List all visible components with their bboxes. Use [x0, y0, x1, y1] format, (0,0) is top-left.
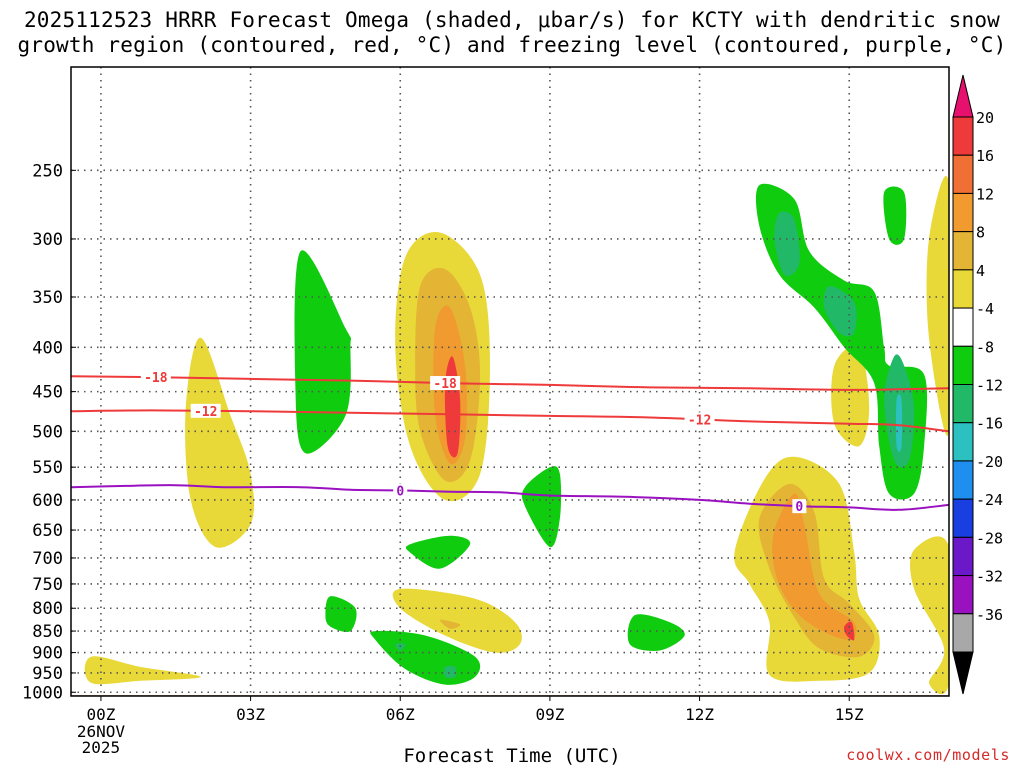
omega-region-pos4-6 — [926, 176, 949, 436]
colorbar-label-12: -32 — [976, 568, 1003, 586]
omega-region-pos4-4 — [84, 656, 201, 685]
omega-region-neg4-0 — [294, 250, 352, 454]
contour-label-dgz_-12C-1: -12 — [688, 413, 711, 428]
colorbar-band-0 — [952, 116, 974, 156]
contour-label-bg-dgz_-12C-0 — [190, 403, 221, 418]
xtick-sublabel-1: 2025 — [82, 738, 121, 757]
ytick-label-700: 700 — [32, 549, 63, 569]
contour-label-dgz_-18C-1: -18 — [433, 377, 457, 392]
ytick-label-800: 800 — [32, 599, 63, 619]
xtick-label-9: 09Z — [535, 705, 564, 724]
ytick-label-250: 250 — [32, 161, 63, 181]
ytick-label-500: 500 — [32, 422, 63, 442]
ytick-label-650: 650 — [32, 521, 63, 541]
contour-label-bg-dgz_-18C-1 — [430, 376, 461, 391]
colorbar-label-0: 20 — [976, 109, 994, 127]
xtick-label-15: 15Z — [835, 705, 864, 724]
contour-label-dgz_-12C-0: -12 — [194, 405, 217, 420]
colorbar-band-1 — [952, 154, 974, 194]
colorbar-band-9 — [952, 460, 974, 500]
contour-label-bg-freezing_0C-0 — [393, 483, 408, 498]
ytick-label-900: 900 — [32, 644, 63, 664]
omega-region-pos4-0 — [185, 337, 255, 548]
colorbar-label-10: -24 — [976, 491, 1003, 509]
ytick-label-750: 750 — [32, 575, 63, 595]
omega-region-neg8-0 — [774, 211, 800, 277]
xtick-label-3: 03Z — [236, 705, 265, 724]
ytick-label-1000: 1000 — [22, 683, 63, 703]
omega-region-pos16-1 — [843, 621, 855, 641]
colorbar-band-13 — [952, 613, 974, 653]
colorbar-band-12 — [952, 575, 974, 615]
omega-region-pos4-5 — [910, 536, 949, 695]
contour-label-dgz_-18C-0: -18 — [144, 371, 168, 386]
omega-region-neg4-2 — [405, 535, 471, 569]
contour-freezing_0C — [71, 484, 949, 511]
ytick-label-600: 600 — [32, 491, 63, 511]
colorbar-band-6 — [952, 345, 974, 385]
colorbar-band-11 — [952, 536, 974, 577]
colorbar-band-10 — [952, 498, 974, 538]
colorbar-label-7: -12 — [976, 377, 1003, 395]
omega-region-pos4-7 — [831, 345, 870, 447]
colorbar-top-arrow — [952, 74, 974, 118]
colorbar-band-4 — [952, 269, 974, 309]
colorbar-band-3 — [952, 231, 974, 271]
contour-label-freezing_0C-1: 0 — [795, 500, 803, 515]
colorbar-band-7 — [952, 384, 974, 424]
omega-region-neg4-3 — [325, 596, 357, 633]
contour-dgz_-18C — [71, 375, 949, 391]
colorbar-band-8 — [952, 422, 974, 462]
ytick-label-300: 300 — [32, 230, 63, 250]
ytick-label-950: 950 — [32, 664, 63, 684]
colorbar-label-4: 4 — [976, 262, 985, 280]
x-axis-title: Forecast Time (UTC) — [403, 745, 621, 767]
colorbar-band-2 — [952, 192, 974, 233]
colorbar-label-2: 12 — [976, 185, 994, 203]
omega-region-pos8-2 — [439, 619, 461, 629]
xtick-label-0: 00Z — [86, 705, 115, 724]
ytick-label-550: 550 — [32, 458, 63, 478]
colorbar-label-3: 8 — [976, 224, 985, 242]
contour-label-freezing_0C-0: 0 — [396, 484, 404, 499]
colorbar-bottom-arrow — [952, 651, 974, 695]
ytick-label-350: 350 — [32, 288, 63, 308]
omega-region-neg4-7 — [883, 186, 907, 245]
colorbar-label-5: -4 — [976, 300, 994, 318]
colorbar-band-5 — [952, 307, 974, 347]
ytick-label-450: 450 — [32, 383, 63, 403]
chart-title-line-2: growth region (contoured, red, °C) and f… — [17, 33, 1007, 57]
omega-region-neg4-1 — [521, 466, 562, 548]
ytick-label-400: 400 — [32, 338, 63, 358]
contour-dgz_-12C — [71, 409, 949, 433]
omega-region-neg8-3 — [443, 665, 457, 679]
colorbar-label-13: -36 — [976, 606, 1003, 624]
plot-frame — [70, 66, 950, 697]
contour-label-bg-dgz_-18C-0 — [140, 370, 171, 385]
colorbar-label-11: -28 — [976, 529, 1003, 547]
omega-region-neg8-1 — [823, 286, 857, 337]
chart-title-line-1: 2025112523 HRRR Forecast Omega (shaded, … — [23, 8, 1001, 32]
omega-region-pos4-3 — [392, 588, 522, 653]
xtick-label-6: 06Z — [386, 705, 415, 724]
colorbar-label-8: -16 — [976, 415, 1003, 433]
omega-region-neg12-0 — [896, 394, 903, 452]
colorbar-label-1: 16 — [976, 147, 994, 165]
ytick-label-850: 850 — [32, 622, 63, 642]
colorbar-label-6: -8 — [976, 338, 994, 356]
contour-label-bg-freezing_0C-1 — [792, 499, 807, 514]
xtick-sublabel-0: 26NOV — [77, 722, 126, 741]
contour-label-bg-dgz_-12C-1 — [684, 412, 715, 427]
omega-region-neg4-5 — [627, 614, 685, 651]
credit-text: coolwx.com/models — [846, 746, 1010, 764]
colorbar-label-9: -20 — [976, 453, 1003, 471]
xtick-label-12: 12Z — [685, 705, 714, 724]
